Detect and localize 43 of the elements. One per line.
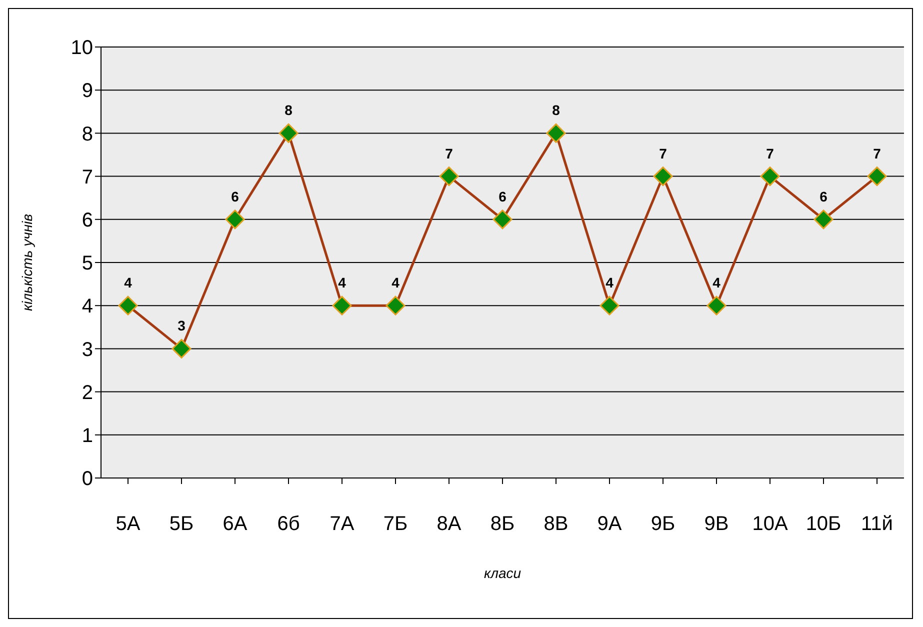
y-tick-label: 5	[82, 252, 93, 275]
x-tick-label: 5А	[116, 513, 141, 536]
x-tick-label: 10Б	[806, 513, 842, 536]
x-tick-label: 6А	[222, 513, 248, 536]
x-tick-label: 7А	[330, 513, 355, 536]
x-tick-label: 9Б	[650, 513, 676, 536]
x-tick-label: 5Б	[169, 513, 194, 536]
data-label: 3	[178, 318, 186, 334]
data-label: 6	[820, 188, 828, 204]
x-tick-label: 8А	[436, 513, 462, 536]
data-label: 4	[392, 274, 400, 291]
data-label: 7	[766, 145, 774, 162]
y-tick-label: 8	[82, 123, 93, 146]
data-label: 6	[498, 188, 507, 204]
x-axis-title: класи	[484, 565, 522, 581]
y-tick-label: 4	[82, 296, 93, 318]
data-label: 7	[873, 145, 882, 162]
x-tick-label: 11й	[861, 513, 893, 536]
data-label: 7	[445, 145, 454, 162]
x-tick-label: 9В	[704, 513, 729, 536]
y-tick-label: 0	[82, 468, 93, 490]
data-label: 8	[552, 102, 560, 118]
data-label: 4	[606, 274, 614, 291]
x-tick-label: 8Б	[490, 513, 515, 536]
y-tick-label: 9	[82, 80, 93, 102]
y-axis-title: кількість учнів	[18, 214, 35, 311]
x-tick-label: 9А	[597, 513, 622, 536]
x-tick-label: 6б	[277, 513, 300, 536]
y-tick-label: 1	[82, 425, 93, 447]
y-tick-label: 2	[82, 382, 93, 404]
data-label: 7	[659, 145, 668, 162]
y-tick-label: 7	[82, 166, 93, 188]
y-tick-label: 10	[70, 37, 93, 60]
y-tick-label: 3	[82, 338, 93, 361]
data-label: 4	[124, 274, 132, 291]
x-tick-label: 7Б	[383, 513, 408, 536]
x-tick-label: 8В	[544, 513, 568, 536]
data-label: 8	[284, 102, 293, 118]
data-label: 4	[712, 274, 721, 291]
y-tick-label: 6	[82, 210, 93, 232]
data-label: 6	[231, 188, 240, 204]
data-label: 4	[338, 274, 346, 291]
x-tick-label: 10А	[752, 513, 788, 536]
